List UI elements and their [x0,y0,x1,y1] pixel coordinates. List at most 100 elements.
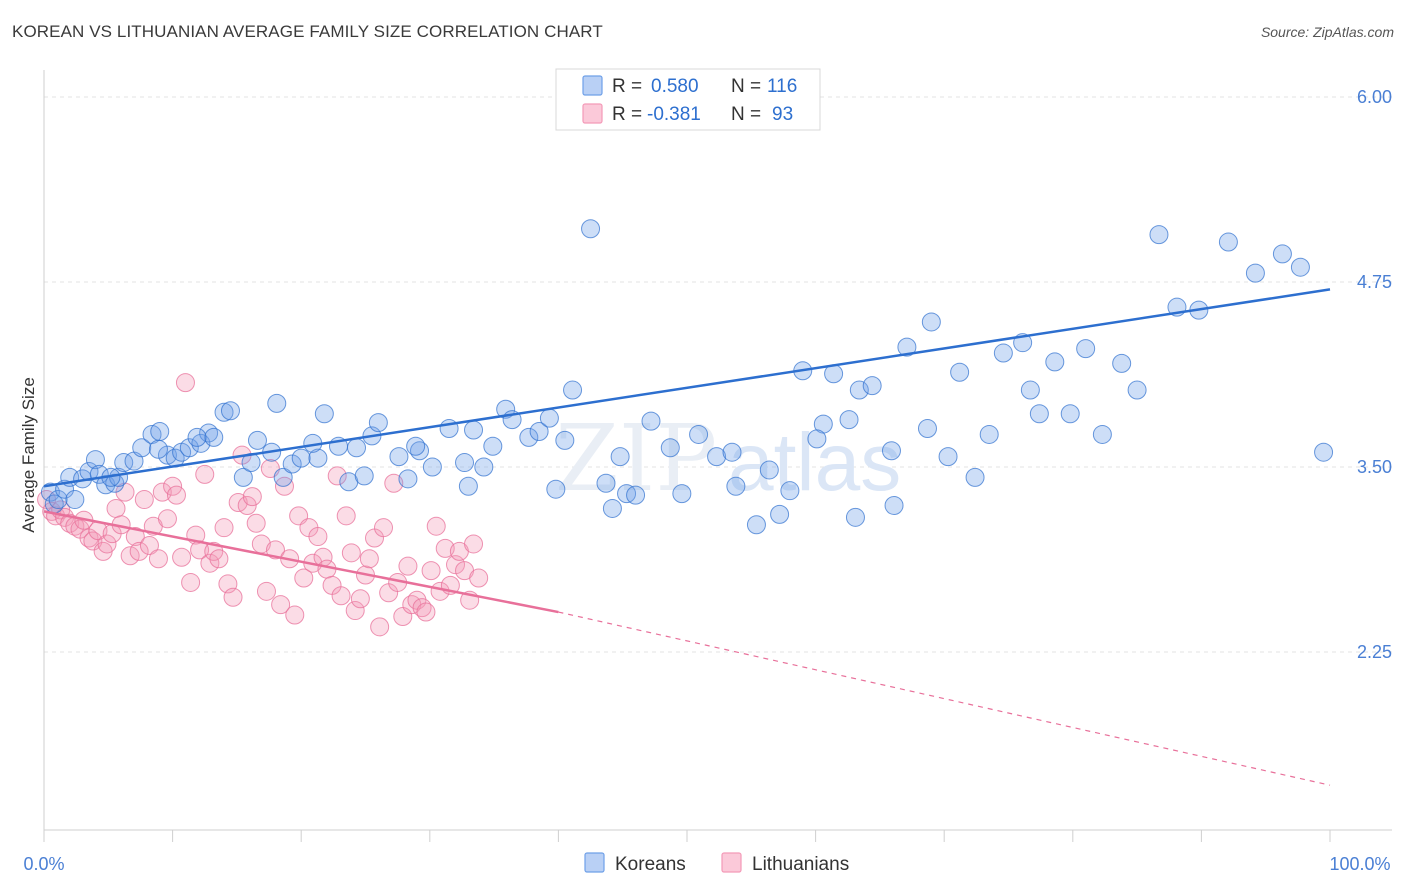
koreans-point [247,430,267,450]
koreans-point [726,476,746,496]
koreans-point [1245,263,1265,283]
koreans-point [233,467,253,487]
koreans-point [150,421,170,441]
lithuanians-point [285,605,305,625]
koreans-point [602,498,622,518]
koreans-point [897,337,917,357]
lithuanians-point [242,487,262,507]
lithuanians-point [350,589,370,609]
lithuanians-point [341,543,361,563]
lithuanians-point [134,490,154,510]
koreans-point [770,504,790,524]
lithuanians-point [139,535,159,555]
lithuanians-point [166,485,186,505]
koreans-point [1060,404,1080,424]
koreans-point [707,447,727,467]
lithuanians-point [426,516,446,536]
bottom-legend: Koreans Lithuanians [584,852,849,875]
grid-lines [44,96,1392,653]
koreans-point [1290,257,1310,277]
koreans-point [845,507,865,527]
koreans-point [368,413,388,433]
lithuanians-point [214,518,234,538]
koreans-point [157,445,177,465]
koreans-point [132,438,152,458]
koreans-point [1314,442,1334,462]
legend-swatch-lithuanians [582,103,603,124]
lithuanians-point [125,527,145,547]
lithuanians-point [336,506,356,526]
koreans-point [314,404,334,424]
legend-r-value-koreans: 0.580 [651,76,699,97]
lithuanians-point [148,549,168,569]
lithuanians-point [331,586,351,606]
koreans-point [273,467,293,487]
lithuanians-point [271,595,291,615]
koreans-point [546,479,566,499]
koreans-point [40,482,60,502]
lithuanians-point [181,572,201,592]
x-tick-label: 0.0% [23,854,64,874]
lithuanians-point [106,498,126,518]
koreans-point [220,401,240,421]
koreans-point [780,481,800,501]
lithuanians-point [97,534,117,554]
koreans-point [1272,244,1292,264]
koreans-point [660,438,680,458]
y-tick-labels: 2.25 3.50 4.75 6.00 [1357,87,1392,662]
koreans-point [641,411,661,431]
lithuanians-point [398,556,418,576]
koreans-point [48,490,68,510]
watermark-atlas: atlas [728,417,901,508]
koreans-point [759,460,779,480]
koreans-point [398,469,418,489]
lithuanians-point [464,534,484,554]
lithuanians-points [37,373,489,637]
koreans-points [40,219,1334,535]
koreans-point [1020,380,1040,400]
lithuanians-point [327,466,347,486]
koreans-point [191,433,211,453]
koreans-point [746,515,766,535]
legend-n-label: N = [731,104,761,125]
bottom-legend-lithuanians: Lithuanians [752,854,849,875]
koreans-point [179,438,199,458]
koreans-point [204,427,224,447]
koreans-point [346,438,366,458]
lithuanians-point [246,513,266,533]
koreans-point [965,467,985,487]
koreans-point [849,380,869,400]
x-tick-labels: 0.0% 100.0% [23,854,1390,874]
koreans-trend-line [43,288,1331,488]
legend-r-label: R = [612,104,642,125]
koreans-point [950,362,970,382]
legend-n-value-koreans: 116 [767,76,797,97]
lithuanians-point [237,495,257,515]
lithuanians-point [195,464,215,484]
koreans-point [881,441,901,461]
koreans-point [389,447,409,467]
koreans-point [938,447,958,467]
legend-swatch-koreans [582,75,603,96]
x-tick-label: 100.0% [1329,854,1390,874]
trend-lines [43,288,1331,786]
koreans-point [308,448,328,468]
lithuanians-trend-line [43,510,559,614]
koreans-point [65,490,85,510]
legend-n-label: N = [731,76,761,97]
koreans-point [626,485,646,505]
y-tick-label: 2.25 [1357,642,1392,662]
bottom-legend-koreans: Koreans [615,854,686,875]
lithuanians-point [256,581,276,601]
koreans-point [291,448,311,468]
koreans-point [148,439,168,459]
koreans-point [519,427,539,447]
y-tick-label: 6.00 [1357,87,1392,107]
lithuanians-point [60,513,80,533]
lithuanians-trend-extension [558,611,1331,786]
koreans-point [1218,232,1238,252]
koreans-point [474,457,494,477]
legend-n-value-lithuanians: 93 [772,104,793,125]
lithuanians-point [83,531,103,551]
